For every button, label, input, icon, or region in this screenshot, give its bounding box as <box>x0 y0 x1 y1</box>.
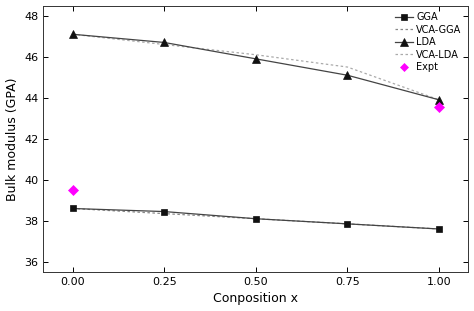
VCA-LDA <box>436 98 442 102</box>
LDA <box>161 41 167 44</box>
LDA <box>345 73 350 77</box>
VCA-LDA <box>253 53 259 57</box>
GGA <box>161 210 167 213</box>
VCA-GGA <box>253 217 259 220</box>
Line: VCA-GGA: VCA-GGA <box>73 208 439 229</box>
VCA-GGA <box>345 222 350 226</box>
GGA <box>345 222 350 226</box>
Legend: GGA, VCA-GGA, LDA, VCA-LDA, Expt: GGA, VCA-GGA, LDA, VCA-LDA, Expt <box>393 10 464 74</box>
GGA <box>253 217 259 220</box>
LDA <box>436 98 442 102</box>
X-axis label: Conposition x: Conposition x <box>213 292 298 305</box>
VCA-GGA <box>436 227 442 231</box>
GGA <box>436 227 442 231</box>
Y-axis label: Bulk modulus (GPA): Bulk modulus (GPA) <box>6 77 18 201</box>
VCA-LDA <box>161 43 167 46</box>
VCA-GGA <box>70 207 75 210</box>
Line: GGA: GGA <box>69 205 442 232</box>
Line: LDA: LDA <box>68 30 443 104</box>
VCA-LDA <box>345 65 350 69</box>
VCA-GGA <box>161 212 167 216</box>
LDA <box>70 32 75 36</box>
GGA <box>70 207 75 210</box>
VCA-LDA <box>70 32 75 36</box>
Line: VCA-LDA: VCA-LDA <box>73 34 439 100</box>
LDA <box>253 57 259 61</box>
